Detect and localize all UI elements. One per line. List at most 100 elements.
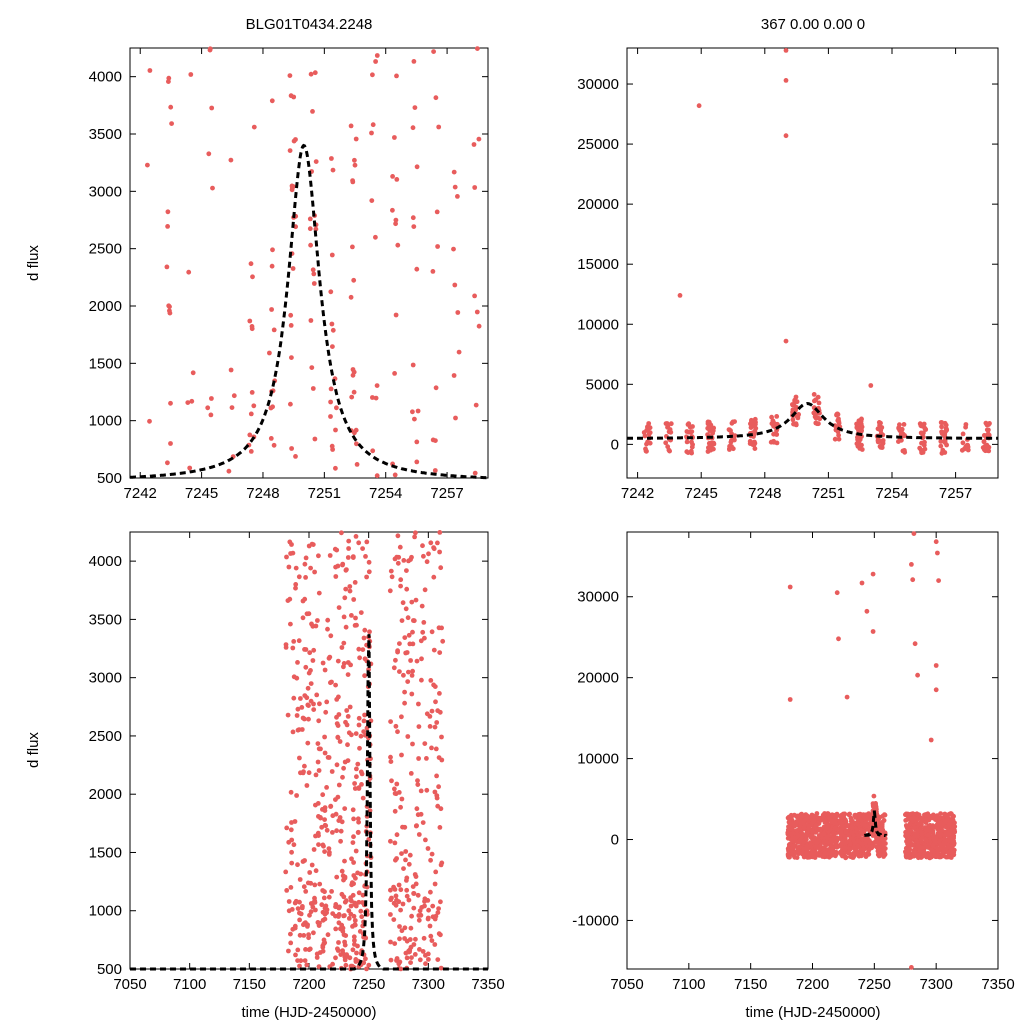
- data-point: [404, 586, 410, 592]
- data-point: [329, 156, 334, 161]
- data-point: [342, 858, 347, 864]
- data-point: [823, 826, 829, 832]
- data-point: [397, 544, 403, 550]
- data-point: [429, 851, 435, 857]
- data-point: [334, 762, 340, 768]
- data-point: [314, 951, 320, 957]
- data-point: [316, 746, 322, 752]
- data-point: [921, 442, 927, 448]
- data-point: [393, 723, 399, 729]
- data-point: [388, 719, 393, 724]
- data-point: [295, 947, 301, 953]
- data-point: [297, 755, 302, 761]
- data-point: [340, 561, 346, 567]
- data-point: [901, 422, 907, 427]
- data-point: [336, 712, 342, 717]
- data-point: [304, 962, 310, 968]
- data-point: [413, 936, 418, 942]
- y-tick-label: 10000: [577, 751, 619, 768]
- data-point: [804, 830, 810, 836]
- data-point: [405, 615, 411, 621]
- data-point: [809, 821, 815, 826]
- data-point: [291, 695, 297, 701]
- data-point: [414, 266, 420, 272]
- data-point: [434, 773, 439, 779]
- data-point: [363, 935, 369, 941]
- data-point: [927, 814, 933, 819]
- data-point: [206, 151, 212, 157]
- y-tick-label: 500: [97, 961, 122, 978]
- data-point: [859, 580, 865, 586]
- data-point: [430, 269, 436, 274]
- data-point: [392, 941, 398, 946]
- data-point: [308, 909, 314, 915]
- data-point: [309, 541, 315, 547]
- data-point: [348, 903, 354, 909]
- data-point: [688, 448, 694, 454]
- data-point: [328, 633, 334, 639]
- data-point: [401, 866, 406, 871]
- data-point: [323, 709, 329, 715]
- data-point: [399, 714, 404, 720]
- data-point: [816, 421, 821, 427]
- data-point: [769, 414, 774, 420]
- data-point: [726, 427, 732, 432]
- data-point: [292, 925, 298, 931]
- x-tick-label: 7257: [939, 485, 972, 502]
- data-point: [797, 838, 803, 843]
- data-point: [329, 769, 335, 774]
- data-point: [436, 906, 441, 911]
- data-point: [363, 956, 368, 962]
- data-point: [248, 449, 254, 454]
- data-point: [412, 105, 418, 110]
- data-point: [341, 913, 346, 919]
- data-point: [367, 808, 373, 813]
- data-point: [790, 417, 796, 423]
- data-point: [413, 823, 419, 829]
- data-point: [905, 826, 911, 832]
- data-point: [414, 439, 420, 445]
- data-point: [303, 555, 309, 561]
- data-point: [393, 312, 399, 318]
- data-point: [748, 425, 754, 430]
- data-point: [307, 650, 313, 656]
- data-point: [346, 546, 351, 551]
- data-point: [314, 692, 320, 698]
- data-point: [349, 856, 354, 862]
- data-point: [438, 565, 444, 571]
- data-point: [907, 840, 913, 845]
- data-point: [427, 714, 433, 719]
- data-point: [943, 818, 949, 824]
- data-point: [439, 860, 445, 866]
- data-point: [338, 952, 344, 957]
- data-point: [851, 833, 856, 838]
- data-point: [856, 439, 862, 445]
- data-point: [306, 716, 311, 722]
- y-tick-label: 500: [97, 470, 122, 487]
- data-point: [783, 48, 789, 53]
- data-point: [334, 697, 340, 702]
- data-point: [939, 450, 945, 456]
- data-point: [352, 157, 357, 163]
- data-point: [291, 94, 297, 100]
- data-point: [848, 854, 853, 859]
- data-point: [436, 124, 442, 130]
- data-point: [418, 638, 424, 644]
- data-point: [398, 577, 404, 583]
- x-tick-label: 7200: [796, 976, 829, 993]
- data-point: [353, 136, 359, 142]
- data-point: [431, 545, 436, 550]
- data-point: [405, 734, 411, 739]
- data-point: [836, 636, 841, 642]
- data-point: [310, 386, 316, 391]
- data-point: [354, 950, 359, 956]
- data-point: [286, 564, 292, 570]
- data-point: [289, 355, 294, 360]
- data-point: [310, 267, 316, 273]
- data-point: [860, 841, 865, 847]
- data-point: [807, 852, 813, 857]
- data-point: [940, 852, 945, 857]
- data-point: [821, 812, 826, 818]
- data-point: [341, 664, 346, 670]
